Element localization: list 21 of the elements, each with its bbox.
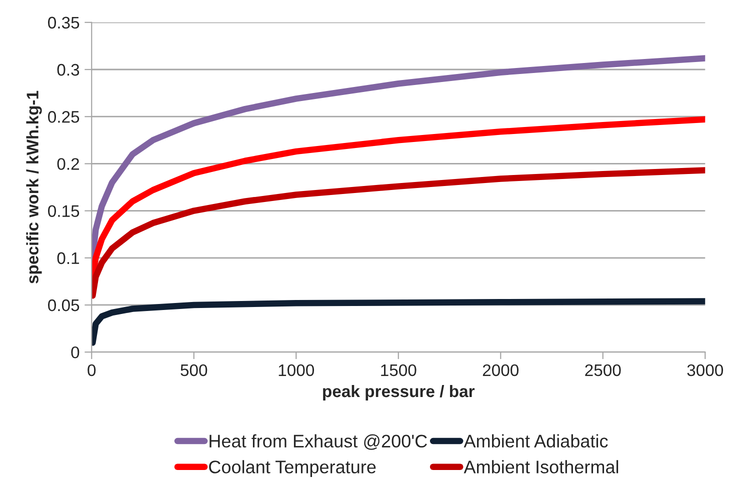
legend-label: Ambient Isothermal — [464, 460, 618, 474]
legend-label: Heat from Exhaust @200'C — [210, 434, 427, 450]
y-tick-label: 0.3 — [57, 64, 80, 76]
y-tick-label: 0.35 — [48, 16, 80, 29]
y-tick-label: 0 — [71, 346, 80, 358]
y-tick-label: 0.1 — [57, 252, 80, 264]
legend-label: Coolant Temperature — [209, 460, 376, 477]
y-tick-label: 0.05 — [48, 299, 80, 312]
y-tick-label: 0.2 — [57, 158, 79, 170]
x-tick-label: 1000 — [278, 364, 314, 376]
y-axis-title: specific work / kWh.kg-1 — [26, 90, 42, 284]
y-tick-label: 0.25 — [48, 111, 80, 123]
x-tick-label: 0 — [88, 364, 96, 376]
x-tick-label: 500 — [180, 364, 208, 376]
x-tick-label: 2500 — [585, 364, 621, 376]
x-axis-title: peak pressure / bar — [323, 384, 475, 401]
y-tick-label: 0.15 — [48, 205, 80, 217]
x-tick-label: 2000 — [482, 364, 519, 376]
x-tick-label: 1500 — [381, 364, 416, 376]
x-tick-label: 3000 — [687, 364, 724, 376]
legend-label: Ambient Adiabatic — [464, 434, 608, 448]
